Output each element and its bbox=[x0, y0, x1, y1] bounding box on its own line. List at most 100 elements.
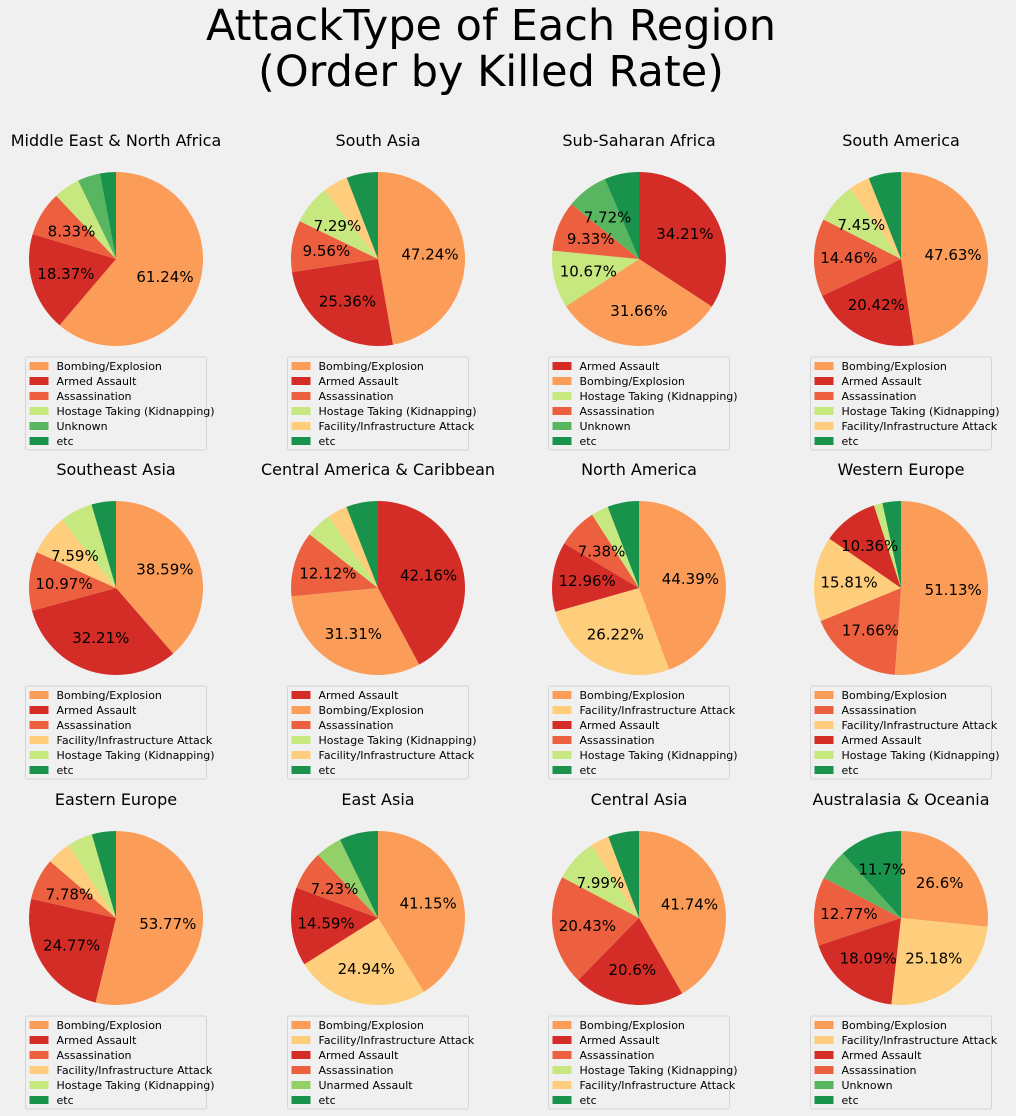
legend-frame bbox=[810, 1015, 992, 1110]
legend-entry-label: Assassination bbox=[57, 719, 132, 732]
legend-entry-label: Armed Assault bbox=[580, 360, 661, 373]
pie-title: Sub-Saharan Africa bbox=[562, 131, 715, 150]
pie-panel: Eastern Europe 53.77% 24.77% 7.78% Bombing/E… bbox=[25, 790, 215, 1110]
slice-percent-label: 18.09% bbox=[840, 950, 897, 968]
legend-entry-label: Unknown bbox=[580, 420, 631, 433]
pie-slice bbox=[818, 918, 901, 1005]
legend-frame bbox=[548, 685, 730, 780]
legend-swatch bbox=[814, 706, 834, 714]
pie-slice bbox=[328, 506, 378, 588]
legend: Bombing/Explosion Facility/Infrastructure… bbox=[548, 685, 738, 780]
pie-slice bbox=[28, 552, 116, 611]
legend-swatch bbox=[29, 691, 49, 699]
legend-entry-label: Hostage Taking (Kidnapping) bbox=[580, 390, 738, 403]
pie-slice bbox=[604, 172, 639, 259]
legend-swatch bbox=[814, 736, 834, 744]
pie-slice bbox=[28, 898, 116, 1003]
legend: Bombing/Explosion Armed Assault Assassinat… bbox=[287, 356, 477, 451]
pie-title: East Asia bbox=[341, 790, 414, 809]
slice-percent-label: 20.42% bbox=[848, 296, 905, 314]
legend-swatch bbox=[552, 362, 572, 370]
pie-slice bbox=[78, 173, 116, 259]
legend-swatch bbox=[29, 377, 49, 385]
legend-entry-label: Armed Assault bbox=[842, 375, 923, 388]
pie-slice bbox=[309, 516, 378, 588]
pie-slice bbox=[813, 877, 901, 946]
slice-percent-label: 7.38% bbox=[578, 543, 626, 561]
pie-slice bbox=[36, 519, 116, 588]
pie-title: Australasia & Oceania bbox=[813, 790, 990, 809]
pie-slice bbox=[59, 172, 204, 346]
legend-entry-label: Assassination bbox=[57, 390, 132, 403]
pie-slice bbox=[378, 172, 466, 345]
figure-title-line-2: (Order by Killed Rate) bbox=[258, 47, 724, 97]
legend-frame bbox=[25, 685, 207, 780]
legend-frame bbox=[810, 685, 992, 780]
legend-entry-label: etc bbox=[319, 764, 336, 777]
legend-entry-label: Facility/Infrastructure Attack bbox=[57, 734, 213, 747]
slice-percent-label: 41.15% bbox=[400, 895, 457, 913]
slice-percent-label: 41.74% bbox=[661, 896, 718, 914]
legend-frame bbox=[810, 356, 992, 451]
slice-percent-label: 10.67% bbox=[560, 262, 617, 280]
legend-swatch bbox=[29, 407, 49, 415]
pie-slice bbox=[842, 831, 901, 918]
pie-slice bbox=[340, 831, 378, 918]
legend-swatch bbox=[552, 1066, 572, 1074]
pie-slice bbox=[378, 831, 465, 992]
legend-entry-label: etc bbox=[57, 1094, 74, 1107]
pie-title: North America bbox=[581, 460, 697, 479]
pie-panel: Central Asia 41.74% 20.6% 20.43% 7.99% Bombin… bbox=[548, 790, 738, 1110]
legend-frame bbox=[287, 1015, 469, 1110]
pie-panel: Australasia & Oceania 26.6% 25.18% 18.09% 12… bbox=[810, 790, 998, 1110]
legend-entry-label: Assassination bbox=[319, 1064, 394, 1077]
legend-swatch bbox=[814, 1066, 834, 1074]
slice-percent-label: 15.81% bbox=[820, 574, 877, 592]
legend-entry-label: Bombing/Explosion bbox=[842, 689, 947, 702]
legend: Armed Assault Bombing/Explosion Assassinat… bbox=[287, 685, 477, 780]
legend-swatch bbox=[291, 706, 311, 714]
slice-percent-label: 61.24% bbox=[136, 268, 193, 286]
legend-entry-label: etc bbox=[580, 764, 597, 777]
legend-swatch bbox=[552, 721, 572, 729]
legend-swatch bbox=[291, 407, 311, 415]
pie-slice bbox=[555, 588, 670, 675]
legend-swatch bbox=[29, 362, 49, 370]
legend-frame bbox=[548, 356, 730, 451]
legend-frame bbox=[287, 356, 469, 451]
legend-swatch bbox=[291, 1081, 311, 1089]
pie-slice bbox=[813, 219, 901, 296]
legend-swatch bbox=[552, 691, 572, 699]
legend-entry-label: Assassination bbox=[319, 719, 394, 732]
pie-slice bbox=[891, 918, 988, 1006]
legend-swatch bbox=[552, 1021, 572, 1029]
legend-entry-label: Hostage Taking (Kidnapping) bbox=[580, 749, 738, 762]
slice-percent-label: 38.59% bbox=[136, 561, 193, 579]
pie-slice bbox=[608, 831, 639, 918]
pie-slice bbox=[571, 178, 639, 259]
pie-slice bbox=[607, 501, 639, 588]
pie-panel: South America 47.63% 20.42% 14.46% 7.45% Bomb… bbox=[810, 131, 1000, 451]
legend-entry-label: Facility/Infrastructure Attack bbox=[319, 1034, 475, 1047]
legend-swatch bbox=[552, 706, 572, 714]
slice-percent-label: 44.39% bbox=[662, 570, 719, 588]
legend-entry-label: Bombing/Explosion bbox=[57, 689, 162, 702]
legend-entry-label: Assassination bbox=[57, 1049, 132, 1062]
legend: Bombing/Explosion Armed Assault Assassinat… bbox=[810, 356, 1000, 451]
legend-swatch bbox=[552, 407, 572, 415]
pie-slice bbox=[291, 221, 378, 273]
legend-swatch bbox=[552, 377, 572, 385]
pie-title: Southeast Asia bbox=[56, 460, 175, 479]
legend-entry-label: Armed Assault bbox=[319, 689, 400, 702]
legend-swatch bbox=[814, 362, 834, 370]
legend-swatch bbox=[552, 766, 572, 774]
slice-percent-label: 25.18% bbox=[905, 950, 962, 968]
legend-entry-label: Armed Assault bbox=[580, 719, 661, 732]
legend-swatch bbox=[29, 437, 49, 445]
pie-title: South Asia bbox=[335, 131, 420, 150]
pie-title: Western Europe bbox=[838, 460, 965, 479]
pie-title: South America bbox=[842, 131, 960, 150]
legend-swatch bbox=[29, 392, 49, 400]
pie-title: Middle East & North Africa bbox=[11, 131, 222, 150]
legend-entry-label: Bombing/Explosion bbox=[319, 704, 424, 717]
